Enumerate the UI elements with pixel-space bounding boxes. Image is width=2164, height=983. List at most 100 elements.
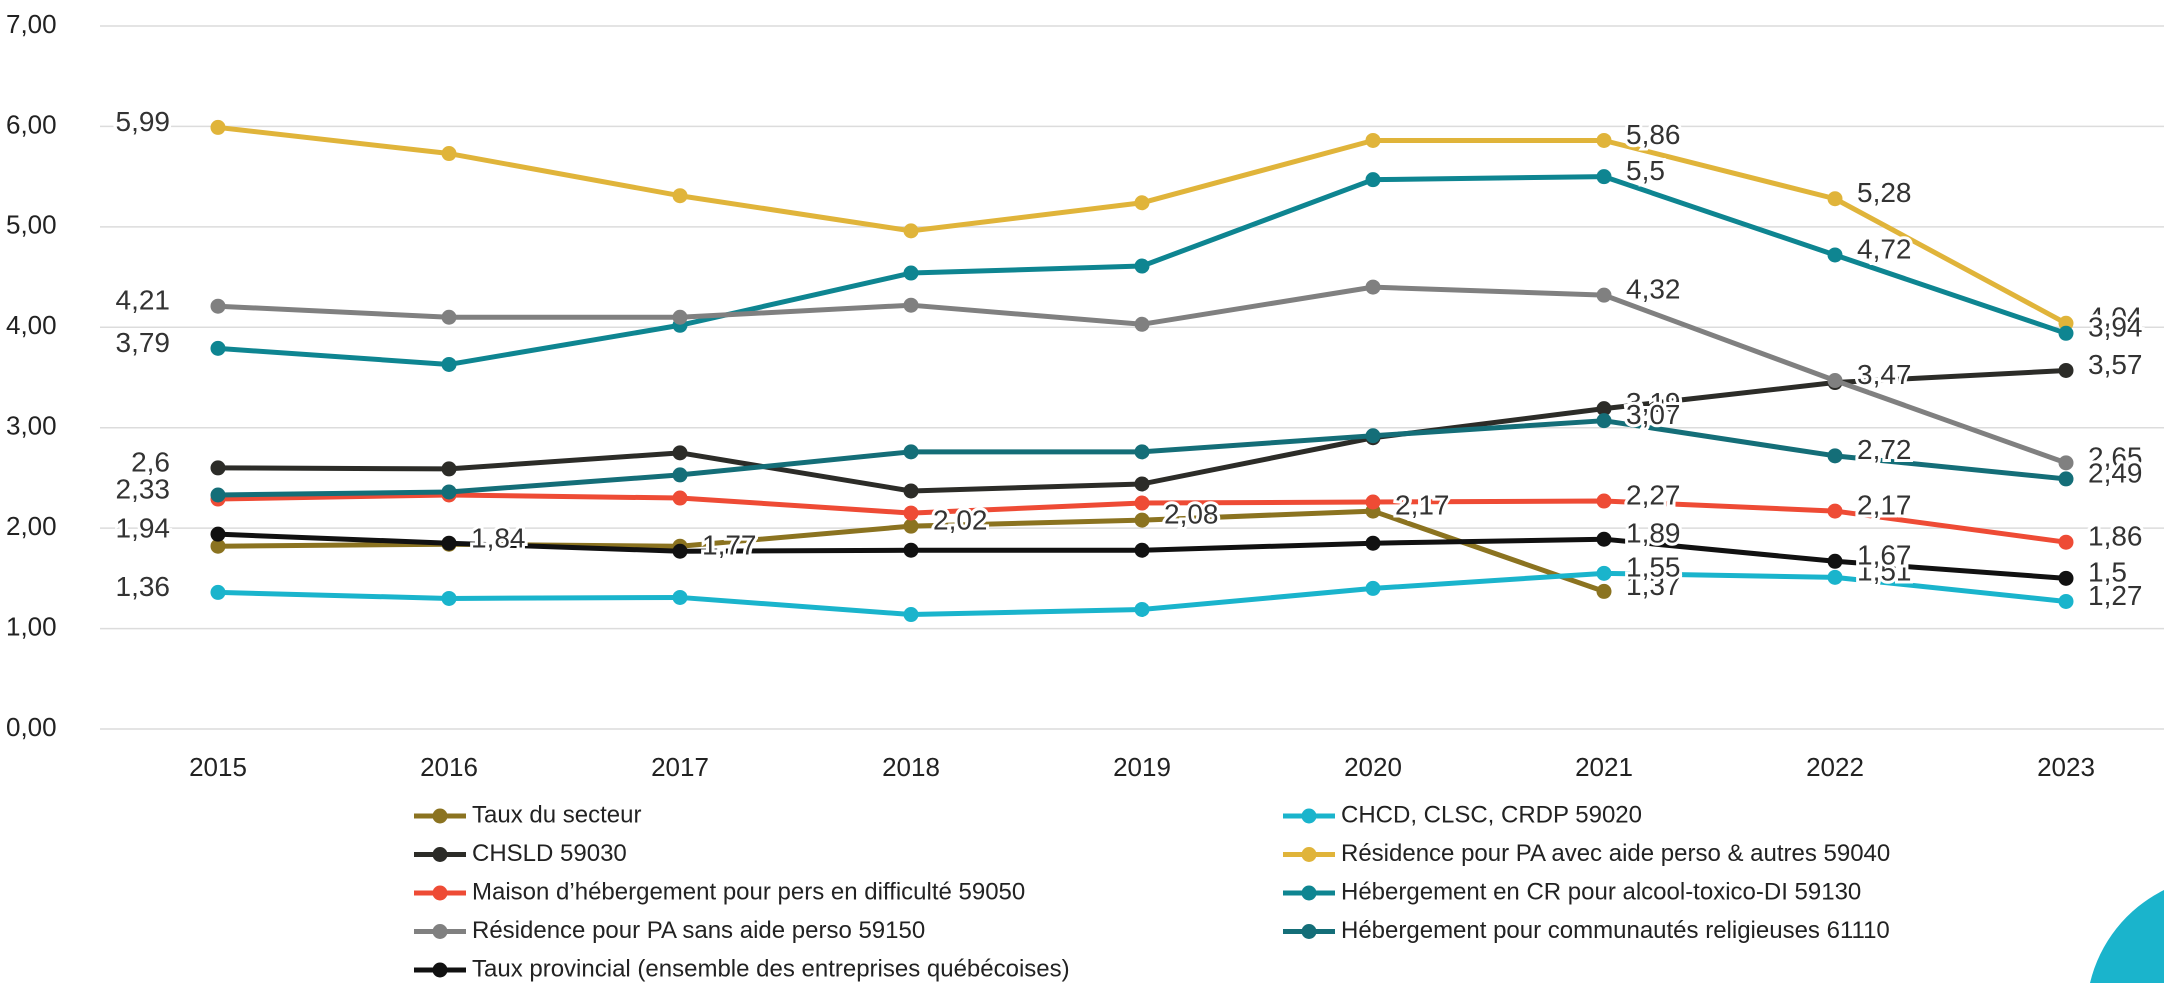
legend-label: Résidence pour PA sans aide perso 59150 (472, 917, 925, 944)
point (1597, 584, 1612, 599)
point (904, 483, 919, 498)
point (1597, 133, 1612, 148)
chart: 0,001,002,003,004,005,006,007,0020152016… (0, 0, 2164, 983)
point (904, 223, 919, 238)
legend-marker (433, 847, 448, 862)
point (904, 266, 919, 281)
point (904, 607, 919, 622)
point (1135, 543, 1150, 558)
data-label: 2,49 (2088, 457, 2143, 488)
x-tick-label: 2017 (651, 752, 709, 782)
point (904, 543, 919, 558)
y-tick-label: 7,00 (6, 9, 57, 39)
point (2059, 455, 2074, 470)
legend-marker (1302, 847, 1317, 862)
data-label: 1,77 (702, 530, 757, 561)
x-tick-label: 2019 (1113, 752, 1171, 782)
x-tick-label: 2021 (1575, 752, 1633, 782)
x-tick-label: 2022 (1806, 752, 1864, 782)
y-tick-label: 3,00 (6, 411, 57, 441)
point (1597, 413, 1612, 428)
point (1597, 532, 1612, 547)
series-line (218, 287, 2066, 463)
x-tick-label: 2016 (420, 752, 478, 782)
legend-label: Hébergement pour communautés religieuses… (1341, 917, 1890, 944)
point (1828, 570, 1843, 585)
point (2059, 535, 2074, 550)
y-tick-label: 6,00 (6, 109, 57, 139)
data-label: 3,79 (116, 327, 171, 358)
legend-marker (433, 886, 448, 901)
decoration (2090, 890, 2164, 983)
point (1366, 280, 1381, 295)
data-label: 4,21 (116, 285, 171, 316)
data-label: 2,33 (116, 473, 171, 504)
series-line (218, 370, 2066, 491)
legend-label: CHSLD 59030 (472, 840, 627, 867)
data-label: 2,08 (1164, 498, 1219, 529)
point (1828, 191, 1843, 206)
point (1828, 373, 1843, 388)
point (2059, 363, 2074, 378)
x-tick-label: 2023 (2037, 752, 2095, 782)
data-label: 2,27 (1626, 479, 1681, 510)
point (1135, 602, 1150, 617)
data-label: 3,57 (2088, 349, 2143, 380)
point (1135, 513, 1150, 528)
point (904, 519, 919, 534)
point (1597, 288, 1612, 303)
data-label: 5,5 (1626, 155, 1665, 186)
point (673, 491, 688, 506)
point (1366, 536, 1381, 551)
data-label: 2,02 (933, 505, 988, 536)
data-label: 1,84 (471, 523, 526, 554)
data-label: 3,07 (1626, 399, 1681, 430)
legend-label: Hébergement en CR pour alcool-toxico-DI … (1341, 878, 1861, 905)
data-label: 5,28 (1857, 177, 1912, 208)
data-label: 1,94 (116, 513, 171, 544)
data-label: 1,67 (1857, 540, 1912, 571)
point (2059, 326, 2074, 341)
data-label: 2,17 (1395, 489, 1450, 520)
point (904, 444, 919, 459)
data-label: 1,55 (1626, 552, 1681, 583)
point (1597, 494, 1612, 509)
point (211, 460, 226, 475)
legend-marker (1302, 809, 1317, 824)
legend-label: Résidence pour PA avec aide perso & autr… (1341, 840, 1890, 867)
point (673, 188, 688, 203)
point (673, 590, 688, 605)
point (1135, 195, 1150, 210)
y-tick-label: 5,00 (6, 210, 57, 240)
point (2059, 594, 2074, 609)
point (1366, 495, 1381, 510)
point (1135, 496, 1150, 511)
point (1135, 444, 1150, 459)
point (1135, 259, 1150, 274)
point (211, 527, 226, 542)
data-label: 3,47 (1857, 359, 1912, 390)
legend-label: Taux provincial (ensemble des entreprise… (472, 955, 1070, 982)
point (673, 445, 688, 460)
point (1597, 169, 1612, 184)
data-label: 1,36 (116, 571, 171, 602)
point (211, 341, 226, 356)
point (442, 357, 457, 372)
point (442, 536, 457, 551)
point (1366, 133, 1381, 148)
point (1828, 247, 1843, 262)
data-label: 4,72 (1857, 233, 1912, 264)
point (1366, 172, 1381, 187)
point (2059, 471, 2074, 486)
data-label: 1,89 (1626, 518, 1681, 549)
point (1366, 581, 1381, 596)
y-tick-label: 4,00 (6, 310, 57, 340)
legend-label: Maison d’hébergement pour pers en diffic… (472, 878, 1025, 905)
point (442, 310, 457, 325)
data-label: 2,17 (1857, 489, 1912, 520)
x-tick-label: 2015 (189, 752, 247, 782)
point (442, 146, 457, 161)
point (904, 506, 919, 521)
x-tick-label: 2020 (1344, 752, 1402, 782)
point (442, 591, 457, 606)
